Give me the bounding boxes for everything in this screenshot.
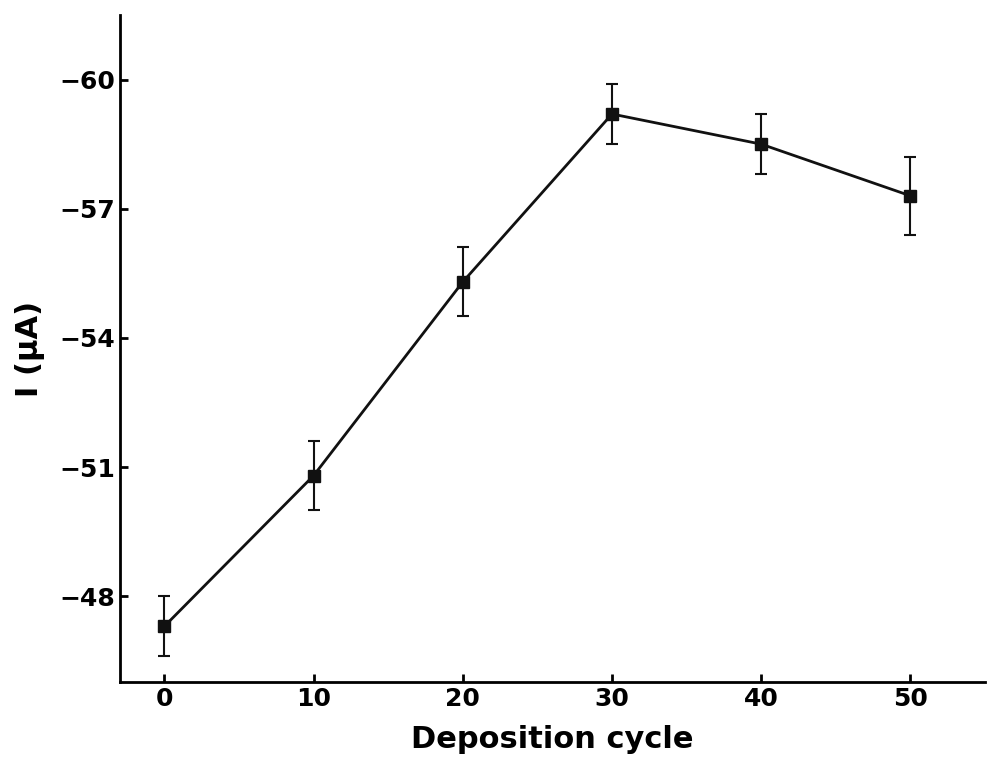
Y-axis label: I (μA): I (μA) bbox=[15, 301, 45, 397]
X-axis label: Deposition cycle: Deposition cycle bbox=[411, 725, 694, 754]
